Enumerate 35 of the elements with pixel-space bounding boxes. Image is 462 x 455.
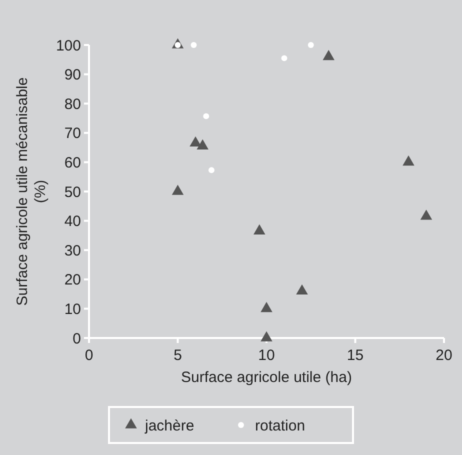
point <box>281 55 288 62</box>
point <box>190 42 197 48</box>
y-tick-label: 50 <box>64 184 81 201</box>
y-tick-label: 30 <box>64 242 81 260</box>
y-axis-title: Surface agricole utile mécanisable (%) <box>14 77 49 306</box>
y-tick-label: 90 <box>64 66 81 84</box>
point <box>402 155 414 166</box>
point <box>420 210 432 220</box>
point <box>208 167 214 174</box>
point <box>308 42 314 48</box>
x-axis-title: Surface agricole utile (ha) <box>181 369 352 386</box>
y-tick-label: 0 <box>72 330 81 348</box>
y-tick-label: 80 <box>64 96 81 113</box>
point <box>254 224 266 234</box>
x-tick-label: 0 <box>84 347 94 364</box>
point <box>190 136 202 147</box>
legend-label: rotation <box>255 417 306 434</box>
x-tick-label: 5 <box>174 347 182 364</box>
x-tick-label: 15 <box>346 347 364 364</box>
y-tick-label: 100 <box>56 37 81 54</box>
y-tick-label: 40 <box>64 213 81 230</box>
y-tick-label: 70 <box>64 125 81 142</box>
point <box>260 331 272 342</box>
y-tick-label: 10 <box>64 300 81 318</box>
point <box>172 184 184 195</box>
point <box>296 284 308 295</box>
point <box>196 139 208 150</box>
point <box>260 302 272 312</box>
y-tick-label: 60 <box>64 154 81 172</box>
point <box>322 50 335 60</box>
x-tick-label: 20 <box>436 347 452 364</box>
y-tick-label: 20 <box>64 272 81 289</box>
x-tick-label: 10 <box>258 347 275 364</box>
point <box>203 113 210 120</box>
legend-label: jachère <box>144 417 194 434</box>
